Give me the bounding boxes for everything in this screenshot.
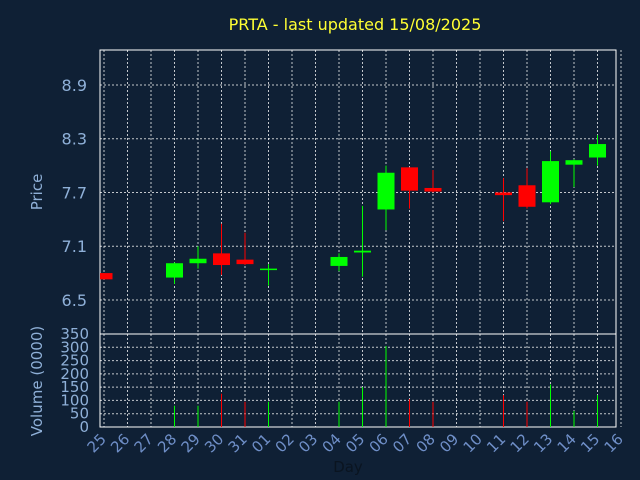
price-tick-label: 7.1 bbox=[62, 237, 87, 256]
x-axis: 2526272829303101020304050607080910111213… bbox=[84, 430, 627, 456]
x-tick-label: 12 bbox=[507, 430, 533, 456]
candle-body bbox=[330, 256, 348, 266]
candle-body bbox=[401, 167, 418, 191]
price-axis-label: Price bbox=[28, 174, 46, 211]
x-tick-label: 03 bbox=[295, 430, 321, 456]
x-tick-label: 29 bbox=[178, 430, 204, 456]
x-axis-label: Day bbox=[333, 458, 363, 476]
x-tick-label: 07 bbox=[389, 430, 415, 456]
candle-body bbox=[213, 253, 230, 266]
price-tick-label: 7.7 bbox=[62, 183, 87, 202]
volume-plot-frame bbox=[99, 333, 617, 428]
volume-tick-label: 100 bbox=[60, 391, 89, 409]
candle-body bbox=[518, 185, 536, 207]
volume-tick-label: 250 bbox=[60, 352, 89, 370]
x-tick-label: 11 bbox=[483, 430, 509, 456]
volume-tick-label: 0 bbox=[79, 418, 89, 436]
volume-tick-label: 50 bbox=[70, 405, 89, 423]
candle-body bbox=[189, 258, 207, 264]
chart-title: PRTA - last updated 15/08/2025 bbox=[229, 15, 482, 34]
x-tick-label: 26 bbox=[107, 430, 133, 456]
price-panel: 6.5 7.1 7.7 8.3 8.9 bbox=[62, 49, 622, 335]
x-tick-label: 09 bbox=[436, 430, 462, 456]
candle-body bbox=[542, 161, 559, 203]
x-tick-label: 13 bbox=[530, 430, 556, 456]
x-tick-label: 15 bbox=[577, 430, 603, 456]
volume-tick-label: 350 bbox=[60, 325, 89, 343]
price-tick-label: 8.9 bbox=[62, 76, 87, 95]
candle-body bbox=[495, 192, 512, 196]
x-tick-label: 16 bbox=[601, 430, 627, 456]
volume-tick-label: 150 bbox=[60, 378, 89, 396]
volume-tick-label: 200 bbox=[60, 365, 89, 383]
x-tick-label: 27 bbox=[131, 430, 157, 456]
candle-body bbox=[166, 263, 183, 278]
x-tick-label: 28 bbox=[154, 430, 180, 456]
x-tick-label: 08 bbox=[413, 430, 439, 456]
x-tick-label: 01 bbox=[248, 430, 274, 456]
volume-tick-label: 300 bbox=[60, 338, 89, 356]
price-tick-label: 6.5 bbox=[62, 291, 87, 310]
x-tick-label: 31 bbox=[225, 430, 251, 456]
price-tick-label: 8.3 bbox=[62, 130, 87, 149]
x-tick-label: 30 bbox=[201, 430, 227, 456]
x-tick-label: 10 bbox=[460, 430, 486, 456]
candle-body bbox=[354, 250, 371, 253]
candle-body bbox=[424, 187, 442, 192]
candle-body bbox=[260, 268, 277, 271]
candle-body bbox=[100, 273, 113, 280]
candle-body bbox=[589, 144, 606, 158]
x-tick-label: 05 bbox=[342, 430, 368, 456]
x-tick-label: 02 bbox=[272, 430, 298, 456]
candle-body bbox=[236, 259, 254, 265]
x-tick-label: 04 bbox=[319, 430, 345, 456]
candle-body bbox=[377, 172, 395, 210]
candle-body bbox=[565, 160, 583, 165]
x-tick-label: 14 bbox=[554, 430, 580, 456]
volume-axis-label: Volume (0000) bbox=[28, 326, 46, 436]
x-tick-label: 06 bbox=[366, 430, 392, 456]
